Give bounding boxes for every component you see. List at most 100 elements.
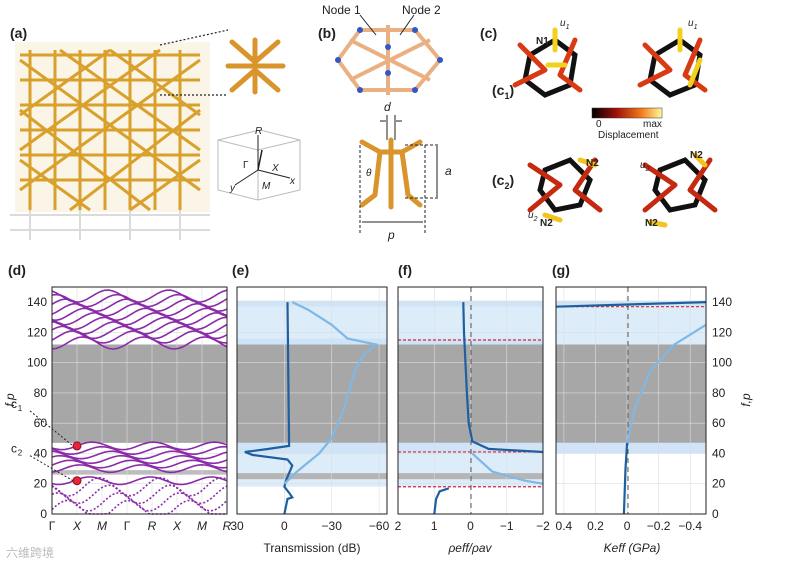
y-tick-label: 100 bbox=[27, 356, 47, 370]
y-tick-label: 120 bbox=[27, 325, 47, 339]
x-tick-label: 0 bbox=[467, 519, 474, 533]
panel-label-c2: (c2) bbox=[492, 172, 515, 191]
series-line bbox=[283, 301, 379, 485]
panel-label-g: (g) bbox=[552, 262, 570, 278]
x-tick-label: 0 bbox=[281, 519, 288, 533]
axis-X: X bbox=[272, 163, 279, 174]
y-tick-label-right: 100 bbox=[712, 356, 732, 370]
mode-shape-c1-right bbox=[637, 27, 708, 98]
u2-label-left: u2 bbox=[528, 210, 538, 223]
nodes bbox=[335, 27, 443, 93]
y-tick-label-right: 140 bbox=[712, 295, 732, 309]
x-tick-label: 1 bbox=[431, 519, 438, 533]
colorbar-label: Displacement bbox=[598, 130, 659, 141]
x-tick-label: R bbox=[148, 519, 157, 533]
series-line bbox=[244, 302, 295, 515]
x-tick-label: X bbox=[72, 519, 82, 533]
n1-label: N1 bbox=[536, 36, 549, 47]
y-tick-label: 0 bbox=[40, 507, 47, 521]
series-line bbox=[555, 301, 707, 308]
band-curve bbox=[51, 476, 228, 497]
mode-shape-c2-left bbox=[527, 157, 603, 223]
band-curve bbox=[51, 316, 228, 331]
x-tick-label: −1 bbox=[500, 519, 514, 533]
y-tick-label: 40 bbox=[34, 446, 48, 460]
y-axis-label: f,p bbox=[3, 393, 17, 407]
band-shade bbox=[237, 338, 387, 345]
lattice-render bbox=[10, 42, 210, 240]
band-curve bbox=[51, 311, 228, 326]
n2-label-a: N2 bbox=[586, 158, 599, 169]
panel-label-e: (e) bbox=[232, 262, 250, 278]
x-tick-label: X bbox=[172, 519, 182, 533]
colorbar-min: 0 bbox=[596, 119, 602, 130]
y-tick-label-right: 60 bbox=[712, 416, 726, 430]
band-gap-region bbox=[52, 344, 227, 443]
y-tick-label-right: 0 bbox=[712, 507, 719, 521]
band-curve bbox=[51, 320, 228, 335]
band-shade bbox=[237, 344, 387, 443]
series-line bbox=[471, 452, 544, 485]
y-tick-label-right: 40 bbox=[712, 446, 726, 460]
axis-R: R bbox=[255, 126, 263, 137]
node2-label: Node 2 bbox=[402, 3, 441, 17]
y-tick-label-right: 80 bbox=[712, 386, 726, 400]
watermark: 六维跨境 bbox=[6, 546, 55, 560]
x-tick-label: 0 bbox=[624, 519, 631, 533]
axis-Gamma: Γ bbox=[243, 160, 249, 171]
y-tick-label: 60 bbox=[34, 416, 48, 430]
band-shade bbox=[556, 442, 706, 454]
x-tick-label: Γ bbox=[49, 519, 56, 533]
band-shade bbox=[237, 442, 387, 454]
panel-label-c: (c) bbox=[480, 25, 498, 41]
panel-label-b: (b) bbox=[318, 25, 336, 41]
u2-label-right: u2 bbox=[640, 160, 650, 173]
x-axis-label: ρeff/ρav bbox=[447, 541, 492, 555]
n2-label-b: N2 bbox=[540, 218, 553, 229]
band-curve bbox=[51, 454, 228, 465]
panel-label-f: (f) bbox=[398, 262, 412, 278]
band-shade bbox=[237, 300, 387, 307]
d-label: d bbox=[384, 100, 391, 114]
axis-x: x bbox=[290, 176, 295, 187]
brillouin-cube bbox=[217, 129, 301, 201]
band-curve bbox=[51, 499, 227, 515]
series-line bbox=[433, 487, 450, 515]
series-line bbox=[462, 302, 544, 454]
x-axis-label: Transmission (dB) bbox=[264, 541, 361, 555]
n2-label-d: N2 bbox=[645, 218, 658, 229]
mode-shape-c1-left bbox=[512, 27, 583, 98]
displacement-colorbar bbox=[591, 107, 663, 119]
series-line bbox=[622, 442, 629, 515]
panel-label-a: (a) bbox=[10, 25, 28, 41]
band-curve bbox=[51, 445, 228, 456]
x-tick-label: R bbox=[223, 519, 232, 533]
plot-d bbox=[29, 286, 228, 515]
x-tick-label: 0.2 bbox=[587, 519, 604, 533]
node1-label: Node 1 bbox=[322, 3, 361, 17]
x-axis-label: Keff (GPa) bbox=[604, 541, 661, 555]
y-axis-label-right: f,p bbox=[739, 393, 753, 407]
theta-label: θ bbox=[366, 168, 372, 179]
plot-f bbox=[397, 286, 544, 515]
p-label: p bbox=[388, 228, 395, 242]
axis-M: M bbox=[262, 181, 271, 192]
panel-label-d: (d) bbox=[8, 262, 26, 278]
a-label: a bbox=[445, 164, 452, 178]
x-tick-label: −0.2 bbox=[647, 519, 671, 533]
unit-cell-icon bbox=[225, 37, 286, 95]
band-curve bbox=[51, 476, 228, 486]
u1-label-left: u1 bbox=[560, 18, 570, 31]
marker-leader bbox=[29, 410, 74, 447]
u1-label-right: u1 bbox=[688, 18, 698, 31]
band-curve bbox=[51, 450, 228, 460]
y-tick-label: 140 bbox=[27, 295, 47, 309]
band-curve bbox=[51, 459, 228, 469]
band-curve bbox=[51, 289, 228, 303]
colorbar-max: max bbox=[643, 119, 662, 130]
band-curve bbox=[51, 463, 228, 474]
mode-marker bbox=[72, 476, 82, 486]
plot-g bbox=[555, 286, 707, 515]
x-tick-label: −2 bbox=[536, 519, 550, 533]
band-shade bbox=[237, 473, 387, 480]
